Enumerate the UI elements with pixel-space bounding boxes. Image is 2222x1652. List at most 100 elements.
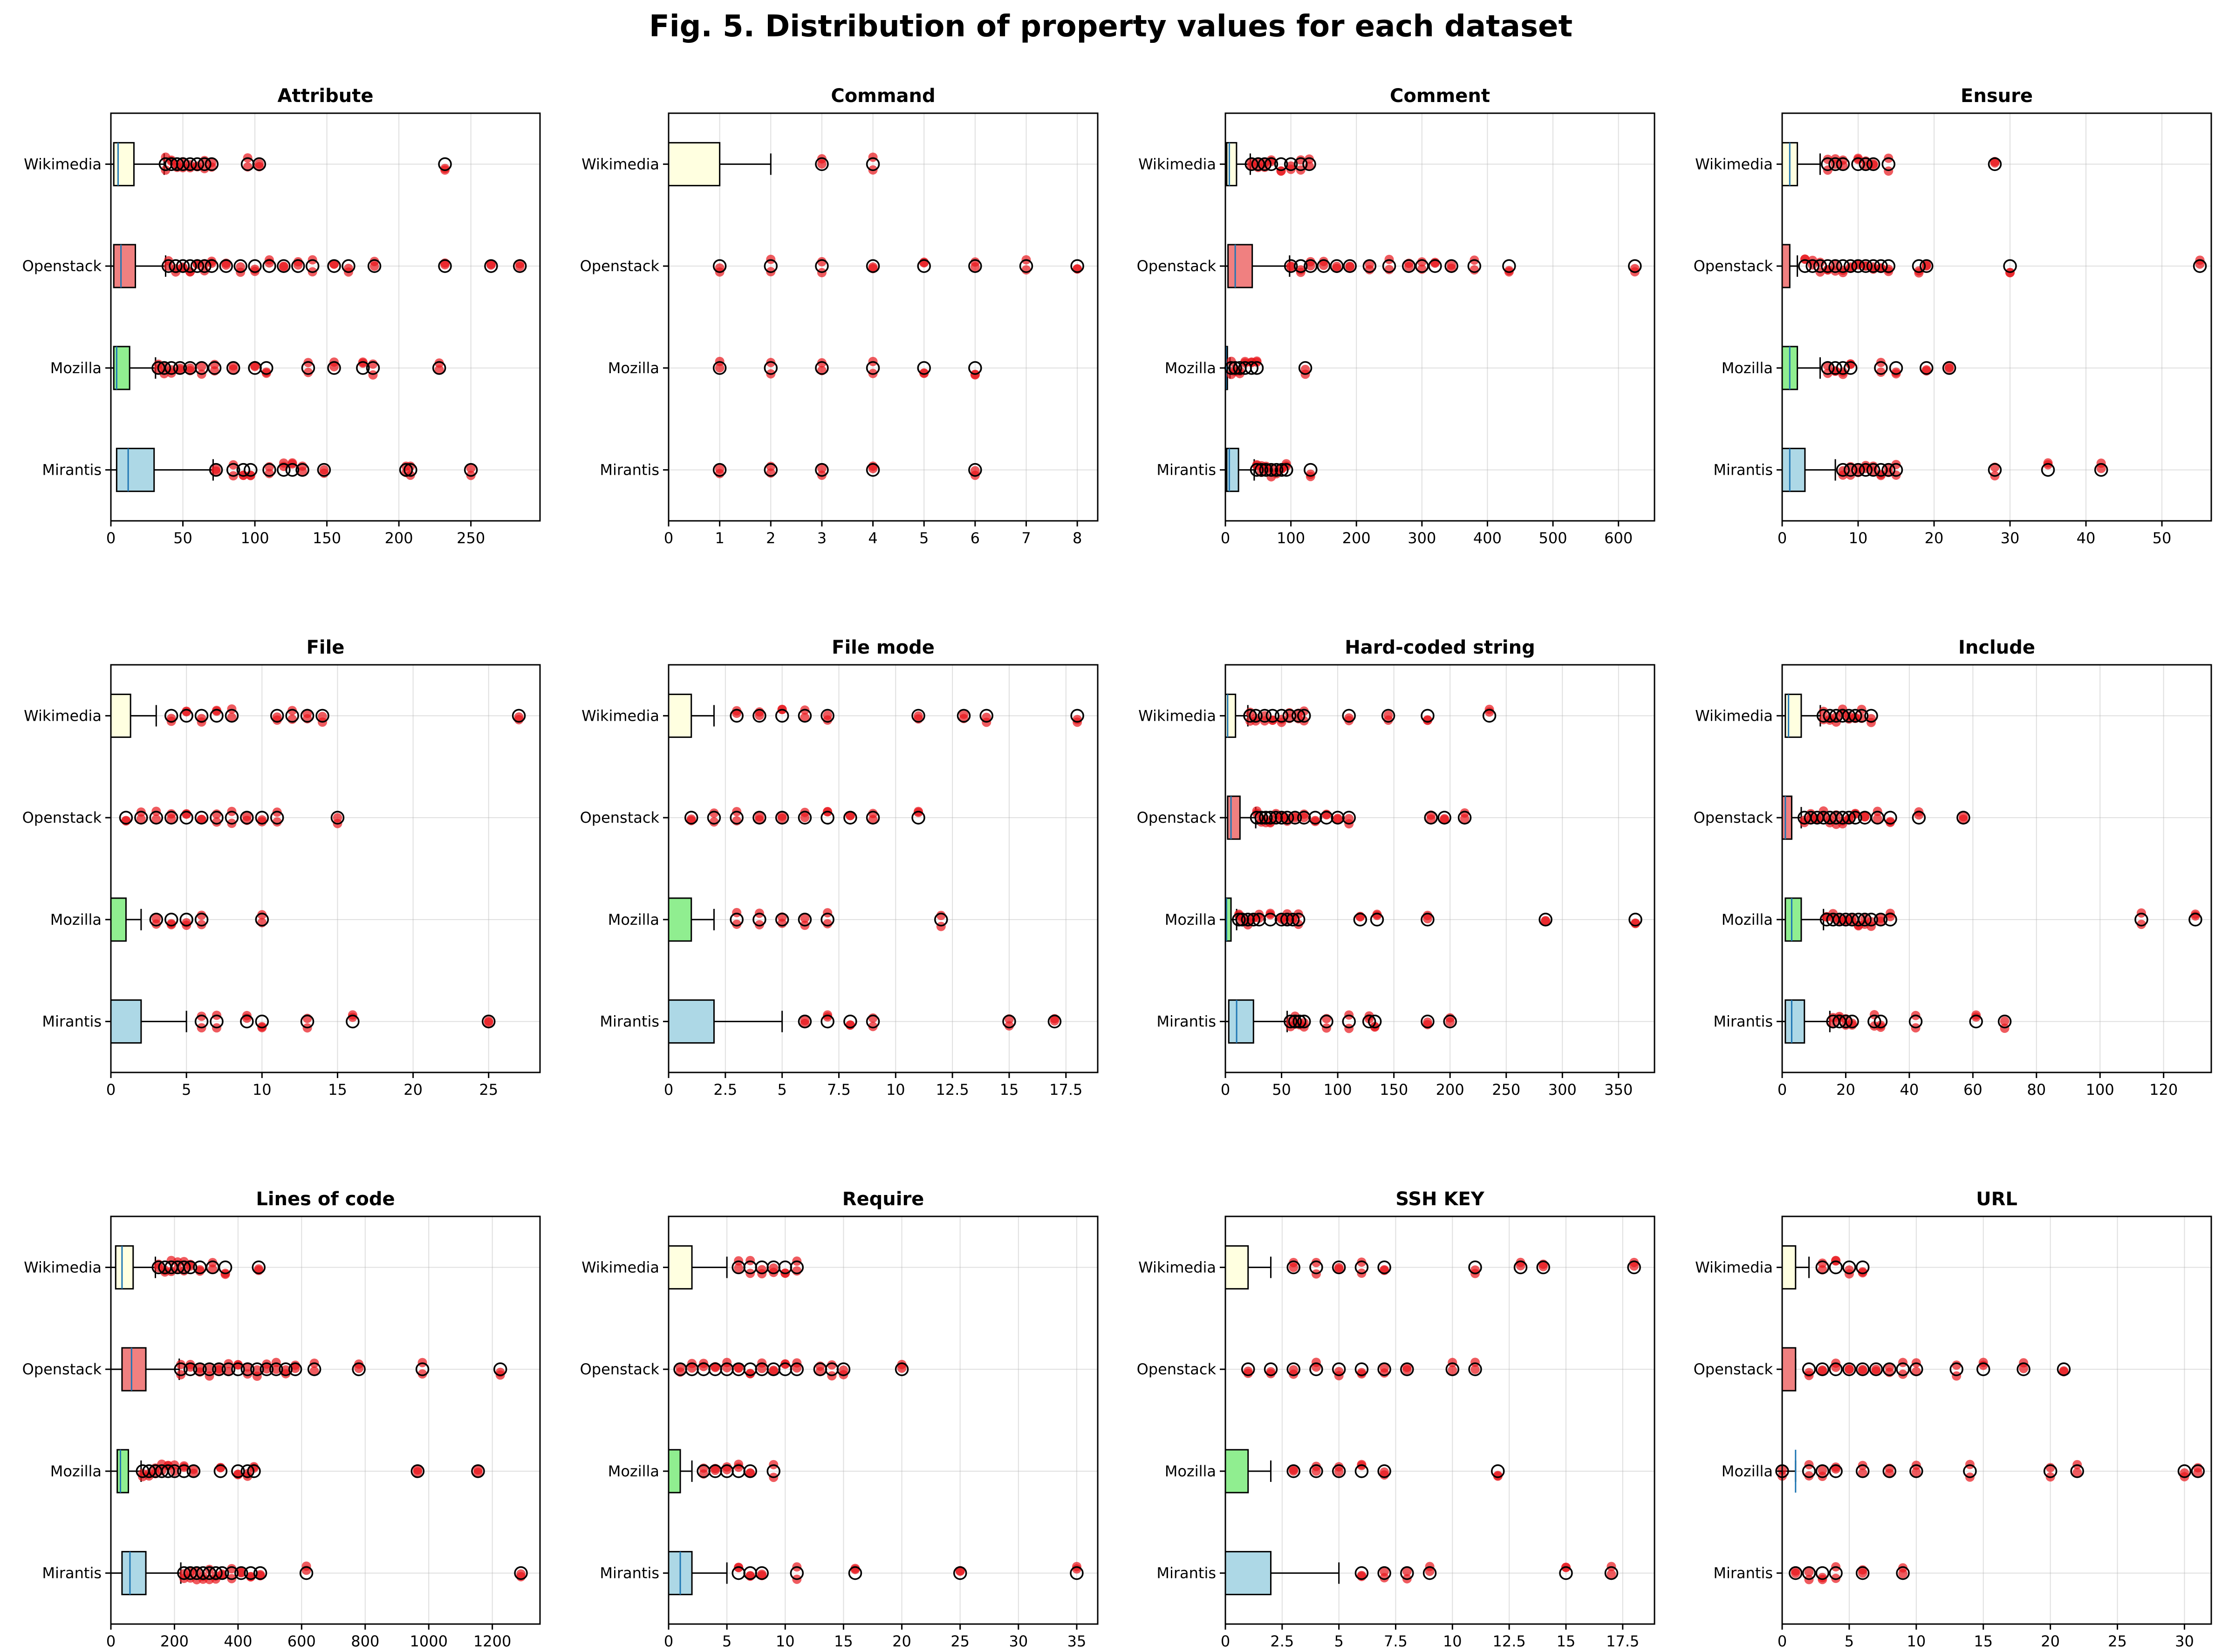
- outlier-point: [438, 157, 452, 171]
- box-wikimedia: [1224, 693, 1497, 738]
- jitter-point: [1334, 1264, 1344, 1274]
- outlier-point: [798, 913, 812, 927]
- jitter-point: [1804, 1567, 1814, 1577]
- jitter-point: [197, 362, 206, 371]
- outlier-point: [1400, 1362, 1414, 1376]
- y-tick-label: Mozilla: [608, 911, 659, 928]
- jitter-point: [440, 164, 450, 173]
- outlier-point: [707, 811, 721, 825]
- jitter-point: [1858, 1568, 1867, 1578]
- outlier-point: [1362, 259, 1377, 273]
- jitter-point: [1445, 1017, 1455, 1027]
- jitter-point: [243, 1471, 253, 1481]
- x-tick-label: 12.5: [1493, 1632, 1526, 1650]
- outlier-point: [1377, 1260, 1391, 1275]
- outlier-point: [1976, 1362, 1990, 1376]
- panel-title: SSH KEY: [1395, 1188, 1485, 1210]
- x-tick-label: 0: [106, 529, 116, 547]
- y-tick-label: Mirantis: [1713, 1013, 1773, 1031]
- outlier-point: [2094, 463, 2108, 477]
- outlier-point: [346, 1014, 360, 1029]
- x-tick-label: 35: [1067, 1632, 1087, 1650]
- panel-title: URL: [1976, 1188, 2017, 1210]
- panel-url: 0 5 10 15 20 25 30 Wikimedia Openstack Mozilla Mir…: [1694, 1188, 2212, 1650]
- outlier-point: [2134, 913, 2148, 927]
- x-tick-label: 30: [1009, 1632, 1028, 1650]
- outlier-point: [775, 709, 789, 723]
- outlier-point: [327, 361, 341, 375]
- jitter-point: [734, 1462, 744, 1472]
- y-tick-label: Mozilla: [608, 359, 659, 377]
- jitter-point: [823, 715, 833, 725]
- jitter-point: [745, 1369, 755, 1379]
- jitter-point: [897, 1363, 907, 1373]
- jitter-point: [919, 257, 929, 267]
- outlier-point: [1259, 463, 1273, 477]
- outlier-point: [1286, 1464, 1300, 1478]
- x-tick-label: 800: [351, 1632, 379, 1650]
- outlier-point: [1802, 1566, 1816, 1580]
- outlier-point: [1829, 1362, 1843, 1376]
- jitter-point: [333, 813, 342, 823]
- jitter-point: [257, 910, 267, 920]
- jitter-point: [1311, 1362, 1321, 1372]
- panel-title: Comment: [1390, 85, 1490, 107]
- x-tick-label: 15: [328, 1081, 347, 1099]
- y-tick-label: Wikimedia: [1138, 1258, 1216, 1276]
- outlier-point: [1969, 1014, 1983, 1029]
- outlier-point: [183, 1260, 198, 1275]
- jitter-point: [959, 710, 969, 719]
- jitter-point: [1345, 261, 1355, 271]
- outlier-point: [210, 1014, 224, 1029]
- jitter-point: [800, 713, 810, 723]
- outlier-point: [764, 463, 778, 477]
- outlier-point: [213, 1464, 228, 1478]
- panel-title: File mode: [832, 637, 935, 658]
- outlier-point: [2017, 1362, 2031, 1376]
- panel-title: Lines of code: [256, 1188, 395, 1210]
- outlier-point: [1859, 259, 1873, 273]
- outlier-point: [1883, 913, 1897, 927]
- plot-frame: [110, 1215, 541, 1625]
- outlier-point: [221, 1362, 236, 1376]
- y-tick-label: Wikimedia: [581, 707, 659, 724]
- jitter-point: [136, 814, 146, 824]
- outlier-point: [1866, 157, 1880, 171]
- y-tick-label: Mirantis: [1713, 461, 1773, 479]
- jitter-point: [2059, 1366, 2069, 1376]
- jitter-point: [777, 811, 787, 821]
- outlier-point: [1538, 913, 1552, 927]
- jitter-point: [250, 362, 260, 371]
- y-tick-label: Openstack: [1694, 257, 1773, 275]
- jitter-point: [769, 1268, 779, 1277]
- x-tick-label: 200: [385, 529, 413, 547]
- outlier-point: [305, 259, 320, 273]
- y-tick-label: Wikimedia: [581, 1258, 659, 1276]
- outlier-point: [1883, 811, 1897, 825]
- iqr-box: [1781, 1245, 1797, 1290]
- jitter-point: [868, 464, 878, 473]
- outlier-point: [219, 259, 233, 273]
- jitter-point: [516, 1569, 526, 1579]
- jitter-point: [262, 1364, 272, 1374]
- x-tick-label: 50: [2153, 529, 2172, 547]
- jitter-point: [1299, 706, 1309, 716]
- outlier-point: [300, 1014, 314, 1029]
- outlier-point: [218, 1260, 232, 1275]
- jitter-point: [208, 1258, 218, 1268]
- x-tick-label: 600: [287, 1632, 316, 1650]
- figure-title: Fig. 5. Distribution of property values …: [649, 9, 1572, 44]
- jitter-point: [1422, 716, 1432, 725]
- outlier-point: [1293, 259, 1308, 273]
- jitter-point: [1289, 1465, 1299, 1475]
- box-openstack: [1781, 1347, 2071, 1392]
- jitter-point: [1860, 812, 1870, 822]
- outlier-point: [1864, 913, 1878, 927]
- jitter-point: [1243, 1366, 1253, 1376]
- jitter-point: [1631, 919, 1641, 928]
- outlier-point: [1367, 1014, 1382, 1029]
- outlier-point: [295, 463, 309, 477]
- box-mirantis: [110, 448, 478, 492]
- jitter-point: [715, 464, 725, 474]
- box-mozilla: [110, 1449, 485, 1494]
